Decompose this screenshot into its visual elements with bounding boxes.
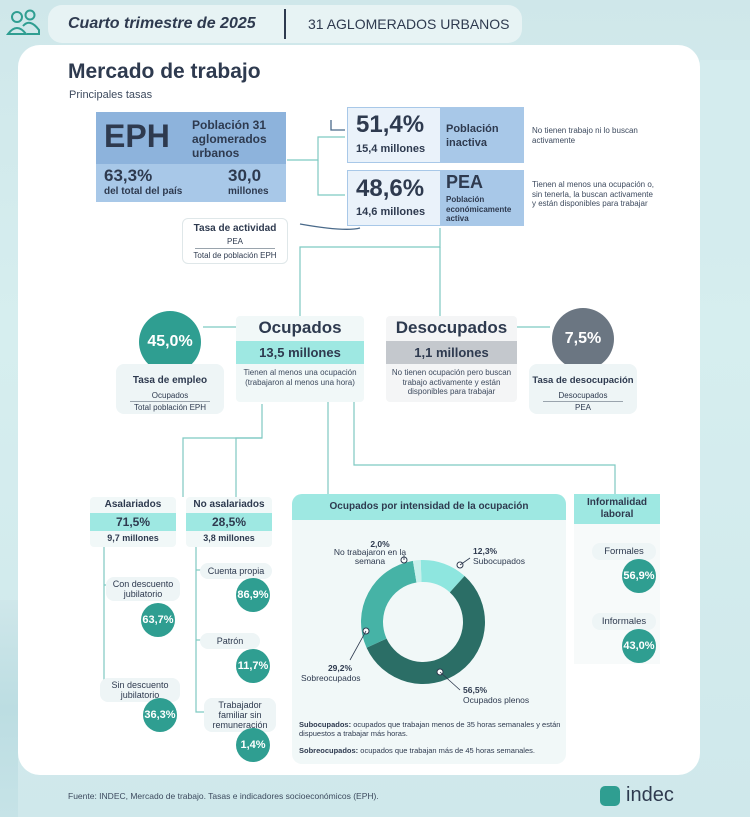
scope-title: 31 AGLOMERADOS URBANOS: [308, 16, 510, 32]
eph-share-label: del total del país: [104, 186, 183, 197]
pea-label: Población económicamente activa: [446, 195, 512, 223]
unemployment-rate-box: [529, 364, 637, 414]
con-descuento-value: 63,7%: [141, 603, 175, 637]
asalariados-millions: 9,7 millones: [107, 533, 159, 543]
brand-name: indec: [626, 784, 674, 806]
decorative-pixels-right: [700, 60, 750, 240]
slice-label-sobreocupados: Sobreocupados: [301, 673, 361, 683]
note-subocupados-term: Subocupados:: [299, 720, 352, 729]
leader-line: [349, 630, 367, 661]
con-descuento-label: Con descuento jubilatorio: [106, 577, 180, 601]
slice-plenos: [366, 576, 485, 684]
inactive-millions: 15,4 millones: [356, 143, 426, 155]
pea-label-bg: [440, 170, 524, 226]
unemployment-rate-circle: 7,5%: [552, 308, 614, 370]
unemployment-rate-numerator: Desocupados: [543, 391, 623, 402]
patron-value: 11,7%: [236, 649, 270, 683]
trabajador-familiar-value: 1,4%: [236, 728, 270, 762]
header-bar: Cuarto trimestre de 2025 31 AGLOMERADOS …: [48, 5, 522, 43]
source-note: Fuente: INDEC, Mercado de trabajo. Tasas…: [68, 791, 379, 801]
slice-label-plenos-value: 56,5%: [463, 685, 488, 695]
patron-label: Patrón: [200, 633, 260, 649]
employment-rate-box: [116, 364, 224, 414]
trabajador-familiar-label: Trabajador familiar sin remuneración: [204, 698, 276, 732]
header-divider: [284, 9, 286, 39]
eph-share-value: 63,3%: [104, 166, 153, 185]
inactive-desc: No tienen trabajo ni lo buscan activamen…: [532, 126, 638, 145]
eph-label: Población 31 aglomerados urbanos: [192, 118, 267, 160]
asalariados-pct: 71,5%: [90, 513, 176, 531]
cuenta-propia-value: 86,9%: [236, 578, 270, 612]
slice-no-trabajaron: [412, 560, 422, 583]
informales-value: 43,0%: [622, 629, 656, 663]
sin-descuento-label: Sin descuento jubilatorio: [100, 678, 180, 702]
employment-rate-circle: 45,0%: [139, 311, 201, 373]
pea-pct: 48,6%: [356, 175, 425, 202]
note-subocupados-text: ocupados que trabajan menos de 35 horas …: [299, 720, 561, 738]
activity-rate-title: Tasa de actividad: [193, 223, 277, 234]
period-title: Cuarto trimestre de 2025: [68, 15, 256, 32]
desocupados-desc: No tienen ocupación pero buscan trabajo …: [391, 368, 512, 396]
slice-subocupados: [420, 560, 465, 593]
inactive-pct: 51,4%: [356, 111, 425, 138]
no-asalariados-pct: 28,5%: [186, 513, 272, 531]
leader-line: [459, 557, 471, 566]
slice-label-sobreocupados-value: 29,2%: [327, 663, 353, 673]
ocupados-title: Ocupados: [258, 318, 342, 337]
decorative-pixels-left: [0, 600, 18, 817]
inactive-label-bg: [440, 107, 524, 163]
pea-desc: Tienen al menos una ocupación o, sin ten…: [532, 180, 655, 208]
slice-label-subocupados-value: 12,3%: [473, 546, 498, 556]
eph-block-top: [96, 112, 286, 164]
employment-rate-denominator: Total población EPH: [133, 403, 207, 412]
no-asalariados-millions: 3,8 millones: [203, 533, 255, 543]
cuenta-propia-label: Cuenta propia: [200, 563, 272, 579]
slice-label-no-trabajaron-value: 2,0%: [370, 539, 390, 549]
leader-line: [439, 671, 461, 691]
pea-millions: 14,6 millones: [356, 206, 426, 218]
eph-millions-label: millones: [228, 186, 269, 197]
activity-rate-denominator: Total de población EPH: [193, 251, 277, 260]
intensity-title: Ocupados por intensidad de la ocupación: [292, 494, 566, 520]
no-asalariados-title: No asalariados: [193, 499, 265, 510]
unemployment-rate-denominator: PEA: [574, 403, 591, 412]
unemployment-rate-title: Tasa de desocupación: [532, 375, 634, 386]
employment-rate-title: Tasa de empleo: [132, 375, 208, 386]
note-sobreocupados-term: Sobreocupados:: [299, 746, 359, 755]
pea-acronym: PEA: [446, 172, 484, 192]
activity-rate-box: Tasa de actividad PEA Total de población…: [182, 218, 288, 264]
inactive-label: Población inactiva: [446, 123, 499, 149]
section-subtitle: Principales tasas: [69, 89, 153, 101]
informalidad-title: Informalidad laboral: [574, 494, 660, 524]
formales-value: 56,9%: [622, 559, 656, 593]
activity-rate-numerator: PEA: [195, 234, 275, 249]
asalariados-title: Asalariados: [104, 499, 162, 510]
desocupados-millions: 1,1 millones: [386, 341, 517, 364]
intensity-panel: [292, 494, 566, 764]
people-icon: [5, 8, 42, 43]
slice-label-no-trabajaron: No trabajaron en la semana: [333, 547, 407, 566]
section-title: Mercado de trabajo: [68, 60, 261, 83]
ocupados-desc: Tienen al menos una ocupación (trabajaro…: [243, 368, 357, 387]
informales-label: Informales: [592, 613, 656, 630]
slice-label-plenos: Ocupados plenos: [463, 695, 530, 705]
ocupados-millions: 13,5 millones: [236, 341, 364, 364]
slice-label-subocupados: Subocupados: [473, 556, 525, 566]
eph-block-bottom: [96, 164, 286, 202]
desocupados-title: Desocupados: [395, 318, 508, 337]
eph-acronym: EPH: [104, 118, 170, 154]
note-sobreocupados-text: ocupados que trabajan más de 45 horas se…: [360, 746, 535, 755]
sin-descuento-value: 36,3%: [143, 698, 177, 732]
intensity-note-sobreocupados: Sobreocupados: ocupados que trabajan más…: [299, 746, 561, 755]
formales-label: Formales: [592, 543, 656, 560]
employment-rate-numerator: Ocupados: [130, 391, 210, 402]
indec-logo-icon: [600, 786, 620, 806]
eph-millions-value: 30,0: [228, 166, 262, 185]
intensity-note-subocupados: Subocupados: ocupados que trabajan menos…: [299, 720, 561, 738]
slice-sobreocupados: [361, 560, 417, 648]
